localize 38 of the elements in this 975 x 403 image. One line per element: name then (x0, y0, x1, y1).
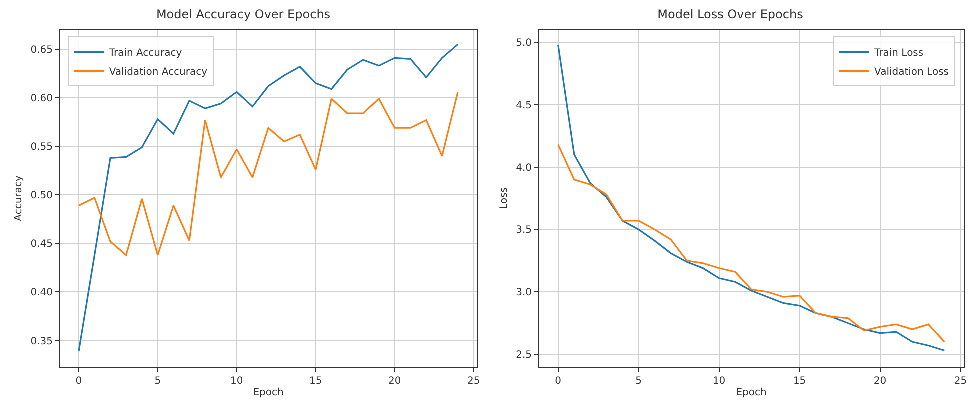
x-tick-label: 10 (230, 376, 244, 387)
legend-label: Train Accuracy (108, 48, 182, 60)
x-tick-label: 10 (712, 376, 726, 387)
x-tick-label: 25 (467, 376, 480, 387)
legend-label: Validation Loss (874, 67, 949, 78)
y-tick-label: 0.65 (30, 44, 53, 56)
x-tick-label: 0 (555, 376, 562, 387)
x-tick-label: 25 (954, 376, 968, 387)
y-tick-label: 0.35 (30, 336, 53, 348)
y-axis-title: Accuracy (14, 176, 25, 222)
chart-title: Model Loss Over Epochs (658, 7, 804, 22)
y-tick-label: 0.50 (30, 190, 53, 202)
line-series (78, 44, 459, 352)
y-tick-label: 0.55 (30, 142, 53, 154)
x-axis-title: Epoch (253, 388, 284, 398)
y-tick-label: 0.60 (30, 93, 53, 104)
x-tick-label: 0 (76, 376, 82, 387)
x-tick-label: 5 (636, 376, 642, 387)
y-axis-title: Loss (499, 188, 510, 210)
x-tick-label: 15 (793, 376, 806, 387)
x-tick-label: 20 (388, 376, 402, 387)
x-tick-label: 15 (310, 376, 322, 387)
line-series (78, 91, 459, 256)
y-tick-label: 4.0 (516, 162, 532, 174)
y-tick-label: 3.0 (516, 288, 532, 299)
y-tick-label: 2.5 (516, 350, 532, 362)
legend-label: Validation Accuracy (109, 67, 208, 78)
x-tick-label: 20 (874, 376, 887, 387)
x-axis-title: Epoch (736, 388, 767, 398)
y-tick-label: 0.40 (30, 288, 53, 299)
y-tick-label: 0.45 (30, 239, 53, 250)
x-tick-label: 5 (154, 376, 162, 387)
y-tick-label: 5.0 (516, 38, 532, 49)
y-tick-label: 3.5 (516, 225, 532, 236)
legend-label: Train Loss (874, 48, 924, 60)
line-series (558, 144, 946, 343)
y-tick-label: 4.5 (516, 100, 532, 112)
chart-title: Model Accuracy Over Epochs (156, 7, 331, 22)
